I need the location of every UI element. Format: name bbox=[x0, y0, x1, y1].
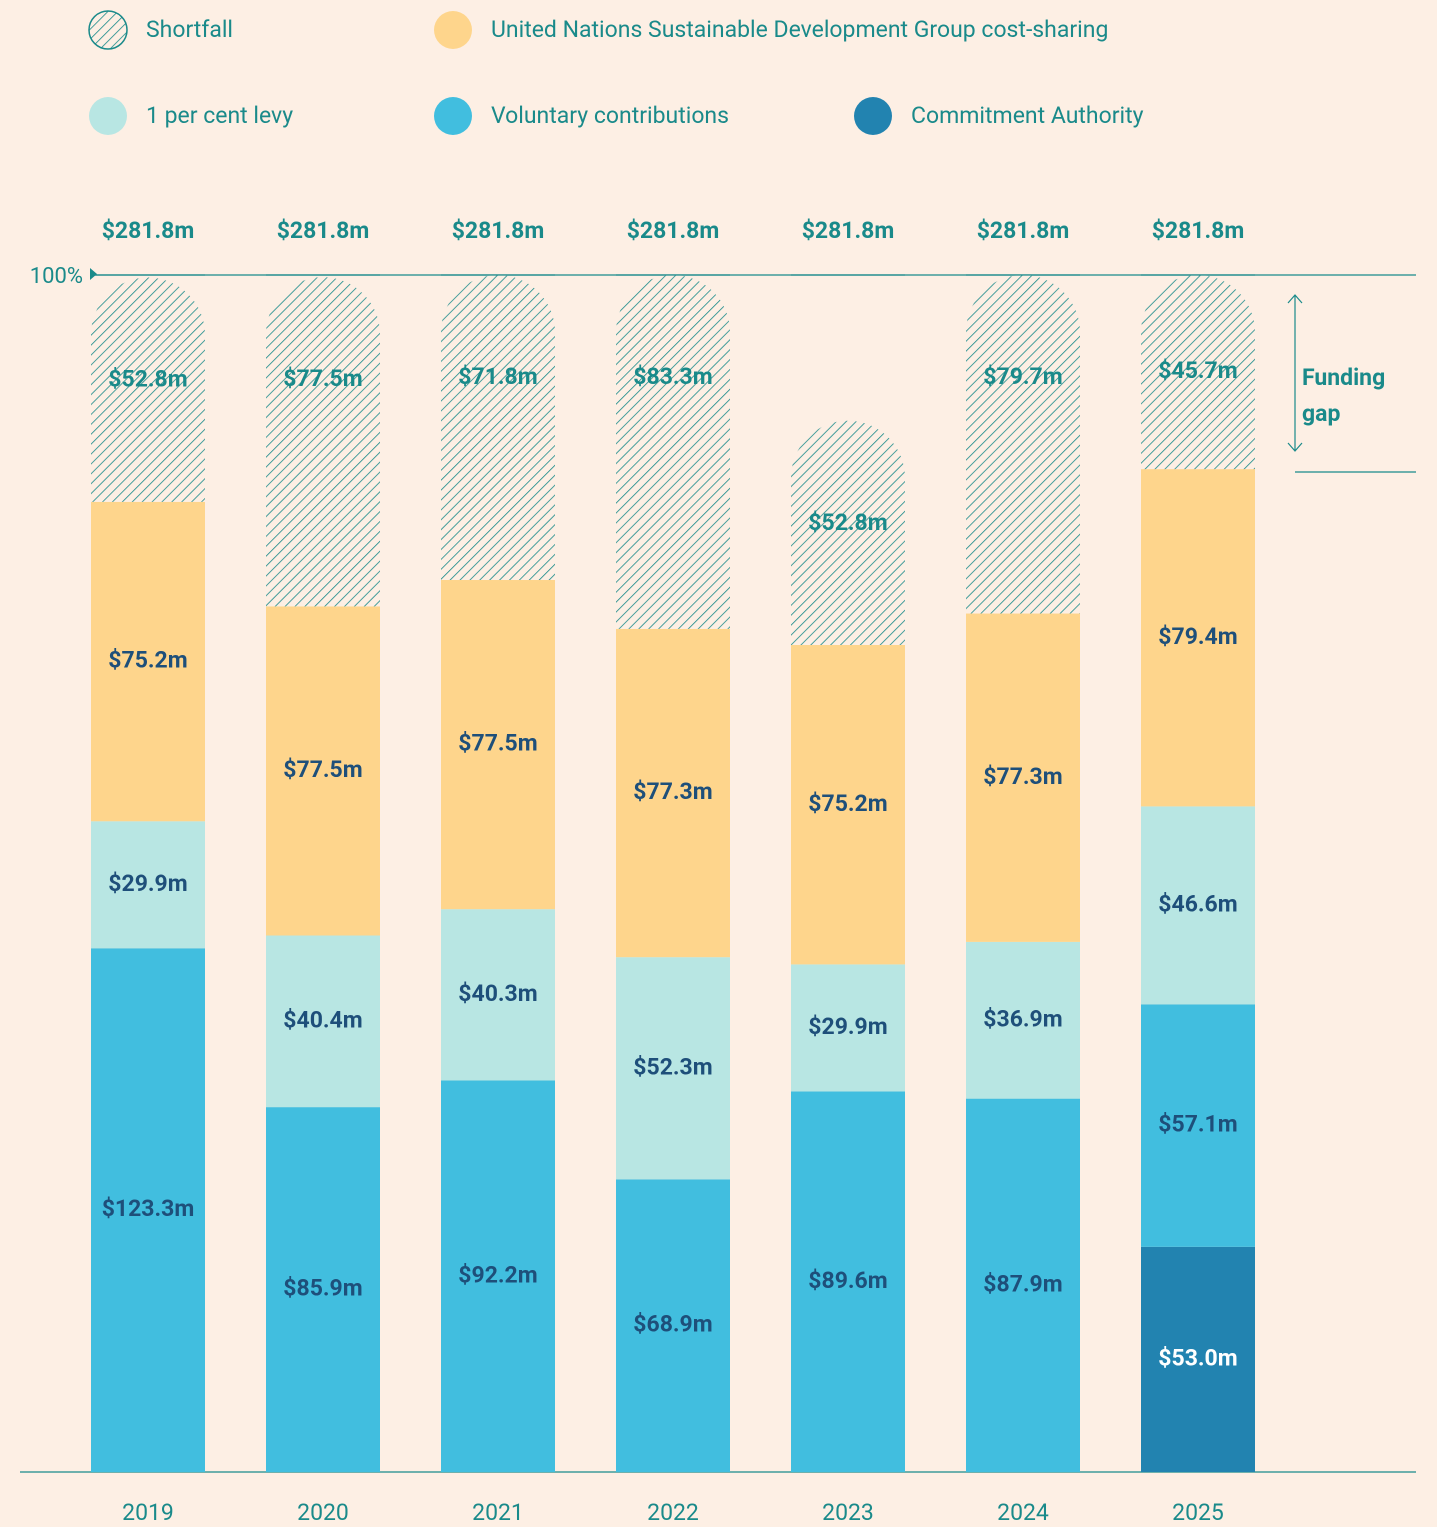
x-tick-label: 2023 bbox=[822, 1499, 874, 1526]
bar-segment bbox=[966, 613, 1080, 942]
value-label: $77.3m bbox=[983, 763, 1062, 790]
value-label: $40.3m bbox=[458, 980, 537, 1007]
value-label: $75.2m bbox=[808, 790, 887, 817]
legend-swatch bbox=[434, 11, 472, 49]
legend-swatch bbox=[88, 10, 128, 50]
value-label: $52.8m bbox=[808, 509, 887, 536]
bar-segment bbox=[616, 275, 730, 629]
arrow-head bbox=[1287, 294, 1303, 304]
bar-segment bbox=[616, 957, 730, 1180]
bar-segment bbox=[1141, 1246, 1255, 1472]
total-label: $281.8m bbox=[452, 217, 545, 244]
bar-segment bbox=[966, 275, 1080, 614]
bar-segment bbox=[91, 948, 205, 1472]
value-label: $29.9m bbox=[808, 1013, 887, 1040]
value-label: $77.5m bbox=[283, 756, 362, 783]
total-label: $281.8m bbox=[277, 217, 370, 244]
value-label: $36.9m bbox=[983, 1005, 1062, 1032]
bar-segment bbox=[966, 941, 1080, 1099]
value-label: $53.0m bbox=[1158, 1345, 1237, 1372]
bar-segment bbox=[441, 579, 555, 910]
value-label: $45.7m bbox=[1158, 357, 1237, 384]
x-tick-label: 2025 bbox=[1172, 1499, 1224, 1526]
total-label: $281.8m bbox=[102, 217, 195, 244]
total-label: $281.8m bbox=[627, 217, 720, 244]
bar-segment bbox=[966, 1098, 1080, 1472]
bar-segment bbox=[266, 935, 380, 1108]
legend-swatch bbox=[854, 97, 892, 135]
value-label: $77.3m bbox=[633, 778, 712, 805]
bar-segment bbox=[1141, 1004, 1255, 1247]
x-tick-label: 2020 bbox=[297, 1499, 349, 1526]
bar-segment bbox=[791, 964, 905, 1092]
legend-label: Shortfall bbox=[146, 16, 233, 43]
x-tick-label: 2019 bbox=[122, 1499, 174, 1526]
x-tick-label: 2022 bbox=[647, 1499, 699, 1526]
bar-segment bbox=[441, 275, 555, 580]
value-label: $29.9m bbox=[108, 870, 187, 897]
bar-segment bbox=[91, 821, 205, 949]
bar-segment bbox=[266, 277, 380, 607]
bar-segment bbox=[441, 909, 555, 1081]
value-label: $77.5m bbox=[458, 730, 537, 757]
bar-segment bbox=[791, 644, 905, 965]
bar-segment bbox=[616, 628, 730, 958]
value-label: $75.2m bbox=[108, 647, 187, 674]
total-label: $281.8m bbox=[977, 217, 1070, 244]
annotation: Funding gap bbox=[1302, 364, 1386, 427]
value-label: $52.8m bbox=[108, 366, 187, 393]
arrow-head bbox=[1287, 442, 1303, 452]
legend-label: 1 per cent levy bbox=[146, 102, 293, 129]
legend-label: Voluntary contributions bbox=[491, 102, 729, 129]
total-label: $281.8m bbox=[802, 217, 895, 244]
x-tick-label: 2021 bbox=[472, 1499, 524, 1526]
bar-segment bbox=[91, 277, 205, 502]
value-label: $92.2m bbox=[458, 1261, 537, 1288]
bar-segment bbox=[91, 501, 205, 822]
bar-segment bbox=[441, 1080, 555, 1472]
value-label: $46.6m bbox=[1158, 890, 1237, 917]
legend-swatch bbox=[89, 97, 127, 135]
value-label: $77.5m bbox=[283, 365, 362, 392]
bar-segment bbox=[266, 606, 380, 936]
value-label: $83.3m bbox=[633, 363, 712, 390]
value-label: $68.9m bbox=[633, 1311, 712, 1338]
bar-segment bbox=[1141, 469, 1255, 807]
value-label: $123.3m bbox=[102, 1195, 195, 1222]
value-label: $79.7m bbox=[983, 363, 1062, 390]
bar-segment bbox=[1141, 275, 1255, 470]
total-label: $281.8m bbox=[1152, 217, 1245, 244]
legend-swatch bbox=[434, 97, 472, 135]
value-label: $89.6m bbox=[808, 1267, 887, 1294]
y-tick-label: 100% bbox=[30, 264, 83, 289]
value-label: $85.9m bbox=[283, 1275, 362, 1302]
value-label: $57.1m bbox=[1158, 1111, 1237, 1138]
value-label: $79.4m bbox=[1158, 623, 1237, 650]
legend-label: United Nations Sustainable Development G… bbox=[491, 16, 1108, 43]
bar-segment bbox=[616, 1179, 730, 1472]
bar-segment bbox=[1141, 806, 1255, 1005]
bar-segment bbox=[791, 420, 905, 645]
value-label: $40.4m bbox=[283, 1006, 362, 1033]
tick-arrow bbox=[90, 268, 97, 280]
x-tick-label: 2024 bbox=[997, 1499, 1049, 1526]
value-label: $52.3m bbox=[633, 1053, 712, 1080]
bar-segment bbox=[266, 1107, 380, 1472]
legend-label: Commitment Authority bbox=[911, 102, 1144, 129]
value-label: $71.8m bbox=[458, 363, 537, 390]
value-label: $87.9m bbox=[983, 1270, 1062, 1297]
bar-segment bbox=[791, 1091, 905, 1472]
